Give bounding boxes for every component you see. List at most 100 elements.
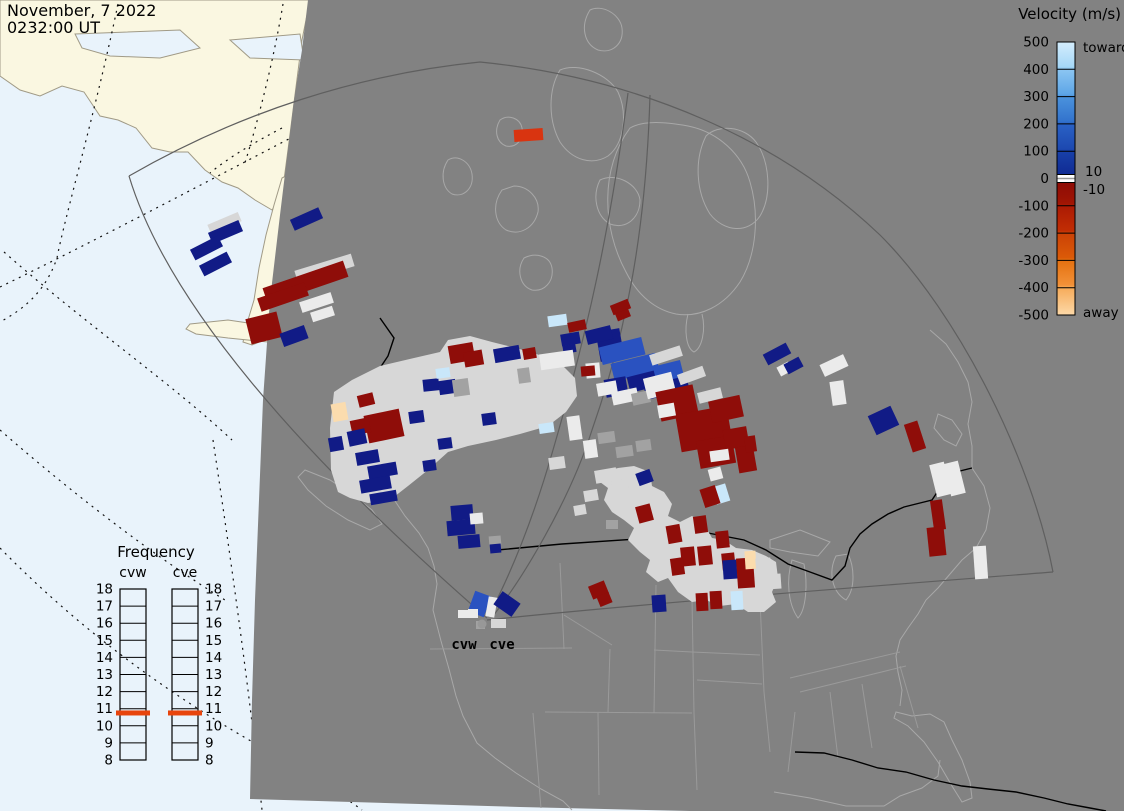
- scatter-cell: [457, 534, 481, 549]
- frequency-tick-label: 18: [96, 582, 113, 598]
- scatter-cell: [189, 235, 224, 261]
- coastline: [442, 157, 473, 196]
- scatter-cell: [606, 520, 618, 529]
- scatter-cell: [715, 530, 730, 549]
- scatter-cell: [708, 394, 744, 424]
- coastline: [773, 759, 941, 807]
- scatter-cell: [279, 324, 309, 348]
- colorbar-layer: 500 400 300 200 100 0 -100 -200 -300 -400 -500: [1018, 35, 1076, 324]
- scatter-cell: [422, 378, 440, 392]
- coastline: [929, 329, 973, 468]
- coastline: [595, 177, 641, 226]
- scatter-cell: [596, 591, 613, 608]
- frequency-title: Frequency: [117, 543, 195, 561]
- fov-boundary-line: [487, 92, 629, 618]
- radar-site-label-cve: cve: [489, 637, 514, 653]
- radar-site-label-cvw: cvw: [451, 637, 477, 653]
- scatter-cell: [489, 543, 502, 554]
- scatter-cell: [609, 298, 632, 316]
- scatter-cell: [422, 459, 437, 472]
- scatter-cell: [722, 559, 738, 580]
- frequency-tick-label: 12: [205, 684, 222, 700]
- frequency-marker-cve: [168, 710, 202, 716]
- scatter-cell: [369, 489, 398, 506]
- colorbar-title: Velocity (m/s): [1018, 5, 1121, 23]
- scatter-cell: [649, 345, 683, 366]
- frequency-tick-label: 13: [205, 667, 222, 683]
- frequency-tick-label: 14: [205, 650, 222, 666]
- colorbar-tick-label: 300: [1023, 89, 1049, 105]
- scatter-cell: [356, 392, 376, 408]
- scatter-cell: [730, 590, 744, 611]
- colorbar-lower-threshold-label: -10: [1083, 182, 1105, 198]
- state-border: [607, 648, 611, 713]
- colorbar-tick-label: -500: [1018, 308, 1049, 324]
- coastline: [495, 185, 539, 233]
- frequency-tick-label: 17: [96, 599, 113, 615]
- scatter-cell: [435, 367, 451, 379]
- frequency-tick-label: 16: [96, 616, 113, 632]
- colorbar-upper-threshold-label: 10: [1085, 164, 1102, 180]
- scatter-cell: [468, 609, 478, 618]
- scatter-cell: [680, 546, 696, 567]
- date-label: November, 7 2022: [7, 1, 156, 20]
- scatter-cell: [972, 545, 989, 580]
- scatter-cell: [584, 325, 614, 345]
- frequency-marker-cvw: [116, 710, 150, 716]
- frequency-tick-label: 14: [96, 650, 113, 666]
- scatter-cell: [517, 367, 531, 384]
- state-border: [597, 712, 600, 796]
- scatter-cell: [903, 420, 927, 453]
- graticule-line: [212, 439, 263, 811]
- colorbar-tick-label: 100: [1023, 144, 1049, 160]
- scatter-cell: [610, 387, 640, 406]
- scatter-cell: [548, 455, 566, 471]
- colorbar-tick-label: 200: [1023, 116, 1049, 132]
- scatter-cell: [469, 512, 484, 525]
- state-border: [829, 691, 839, 759]
- scatter-cell: [635, 503, 654, 524]
- scatter-cell: [709, 448, 730, 463]
- fov-boundary-line: [128, 175, 488, 619]
- scatter-cell: [310, 305, 335, 323]
- scatter-cell: [743, 435, 758, 453]
- coastline: [496, 116, 523, 147]
- coastline: [607, 122, 756, 316]
- scatter-cell: [929, 461, 952, 498]
- scatter-cell: [207, 211, 242, 235]
- scatter-cell: [299, 292, 334, 313]
- coastline: [519, 254, 553, 291]
- scatter-cell: [707, 466, 724, 482]
- radar-site-dot: [477, 619, 487, 629]
- scatter-cell: [635, 439, 652, 452]
- scatter-cell: [493, 591, 521, 617]
- coastline: [697, 127, 769, 229]
- scatter-cell: [547, 313, 568, 328]
- frequency-tick-label: 9: [104, 735, 113, 751]
- coastline: [788, 559, 807, 619]
- state-border: [559, 562, 565, 650]
- scatter-cell: [594, 467, 618, 484]
- scatter-cell: [583, 488, 599, 503]
- colorbar-tick-label: 500: [1023, 35, 1049, 51]
- scatter-cell: [245, 311, 283, 345]
- scatter-cell: [346, 428, 368, 447]
- scatter-cell: [198, 251, 233, 277]
- scatter-cell: [438, 378, 457, 396]
- state-border: [696, 679, 763, 685]
- scatter-cell: [330, 401, 349, 423]
- scatter-cell: [458, 610, 469, 618]
- scatter-cell: [522, 346, 537, 361]
- velocity-cells-layer: [189, 128, 989, 629]
- frequency-tick-label: 10: [205, 718, 222, 734]
- state-border: [653, 649, 693, 653]
- scatter-cell: [765, 573, 782, 590]
- scatter-cell: [582, 439, 599, 459]
- scatter-cell: [610, 352, 660, 382]
- national-border: [794, 751, 1107, 811]
- scatter-cell: [615, 308, 631, 322]
- scatter-cell: [491, 619, 506, 628]
- scatter-cell: [367, 461, 398, 480]
